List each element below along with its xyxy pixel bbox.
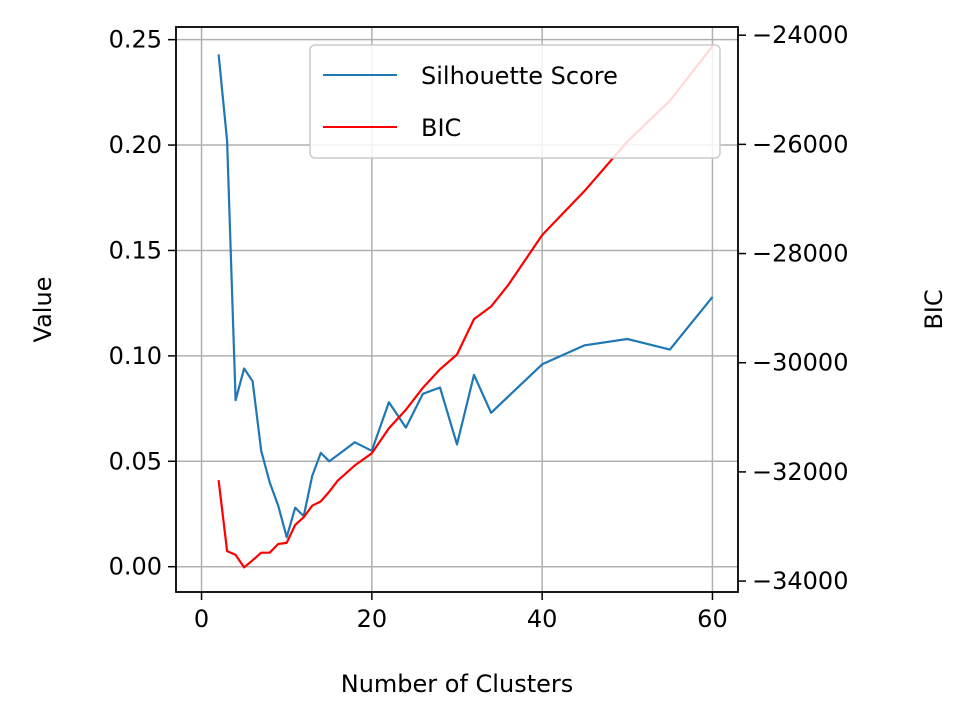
y-left-tick-label: 0.00	[109, 553, 162, 581]
y-right-tick-label: −28000	[752, 240, 848, 268]
y-right-tick-label: −30000	[752, 349, 848, 377]
y-left-tick-label: 0.10	[109, 342, 162, 370]
y-left-tick-label: 0.25	[109, 26, 162, 54]
y-right-tick-label: −32000	[752, 458, 848, 486]
x-tick-label: 20	[357, 605, 388, 633]
legend-label-bic: BIC	[421, 114, 461, 142]
y-axis-right: −34000 −32000 −30000 −28000 −26000 −24000	[738, 21, 848, 595]
y-left-tick-label: 0.15	[109, 236, 162, 264]
x-axis: 0 20 40 60	[194, 592, 728, 633]
legend: Silhouette Score BIC	[309, 44, 721, 159]
x-tick-label: 40	[527, 605, 558, 633]
y-axis-right-label: BIC	[920, 289, 948, 329]
y-right-tick-label: −34000	[752, 567, 848, 595]
series-layer	[217, 45, 714, 569]
series-line-bic	[217, 45, 714, 569]
y-axis-left: 0.00 0.05 0.10 0.15 0.20 0.25	[109, 26, 176, 581]
y-left-tick-label: 0.20	[109, 131, 162, 159]
legend-label-silhouette-score: Silhouette Score	[421, 62, 618, 90]
plot-frame	[175, 26, 739, 593]
x-axis-label: Number of Clusters	[341, 670, 574, 698]
y-left-tick-label: 0.05	[109, 447, 162, 475]
y-right-tick-label: −24000	[752, 21, 848, 49]
y-axis-left-label: Value	[29, 277, 57, 343]
y-right-tick-label: −26000	[752, 130, 848, 158]
legend-box	[309, 44, 721, 159]
x-tick-label: 0	[194, 605, 209, 633]
x-tick-label: 60	[697, 605, 728, 633]
